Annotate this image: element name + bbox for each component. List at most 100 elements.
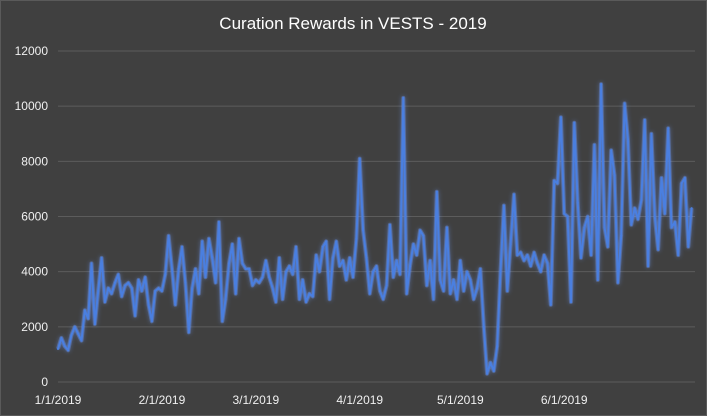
data-point [60, 336, 63, 339]
data-point [63, 345, 66, 348]
data-point [606, 245, 609, 248]
data-point [224, 298, 227, 301]
data-point [117, 273, 120, 276]
data-point [563, 212, 566, 215]
data-point [462, 289, 465, 293]
y-tick-label: 10000 [15, 99, 49, 113]
data-point [187, 331, 190, 334]
data-point [358, 157, 361, 160]
data-point [616, 281, 620, 284]
data-point [677, 254, 680, 257]
data-point [569, 300, 573, 304]
data-point [469, 278, 472, 281]
data-point [586, 215, 589, 218]
data-point [338, 265, 341, 268]
data-point [643, 118, 646, 122]
data-point [70, 334, 73, 337]
data-point [382, 298, 385, 301]
data-point [127, 281, 130, 284]
data-point [140, 289, 143, 293]
data-point [496, 345, 499, 348]
data-point [301, 278, 304, 281]
chart-title: Curation Rewards in VESTS - 2019 [219, 14, 486, 33]
data-point [154, 289, 157, 293]
data-point [278, 256, 281, 259]
data-point [385, 284, 388, 287]
data-point [264, 259, 267, 262]
data-point [482, 325, 485, 328]
data-point [147, 303, 150, 306]
data-point [375, 265, 378, 268]
data-point [425, 284, 428, 287]
data-point [124, 284, 127, 287]
data-point [435, 190, 438, 193]
data-point [455, 298, 459, 301]
data-point [251, 284, 254, 287]
data-point [516, 254, 519, 257]
y-tick-label: 8000 [21, 154, 48, 168]
data-point [365, 256, 368, 259]
data-point [83, 309, 86, 312]
data-point [281, 298, 284, 301]
data-point [489, 361, 492, 364]
data-point [271, 287, 274, 290]
data-point [600, 83, 603, 86]
data-point [177, 267, 180, 270]
x-tick-label: 3/1/2019 [232, 393, 279, 407]
data-point [217, 220, 220, 224]
y-tick-label: 2000 [21, 320, 48, 334]
data-point [660, 176, 663, 179]
data-point [579, 256, 583, 259]
data-point [408, 265, 412, 268]
y-tick-label: 0 [41, 375, 48, 389]
data-point [311, 295, 314, 298]
data-point [620, 234, 623, 237]
data-point [512, 193, 516, 196]
data-point [539, 270, 542, 273]
data-point [305, 300, 308, 304]
data-point [113, 281, 117, 284]
data-point [687, 245, 690, 248]
data-point [439, 278, 442, 281]
data-point [241, 262, 244, 265]
data-point [546, 262, 549, 265]
data-point [610, 149, 613, 152]
data-point [522, 259, 526, 262]
data-point [157, 287, 160, 290]
data-point [244, 267, 247, 270]
data-point [402, 96, 405, 99]
data-point [167, 234, 170, 237]
data-point [486, 372, 489, 375]
data-point [445, 226, 448, 229]
data-point [613, 174, 616, 177]
data-point [308, 292, 311, 295]
data-point [318, 270, 321, 273]
data-point [583, 226, 586, 229]
data-point [103, 300, 106, 304]
data-point [509, 243, 512, 246]
data-point [543, 254, 546, 257]
data-point [331, 256, 334, 259]
data-point [650, 132, 653, 135]
x-tick-label: 5/1/2019 [437, 393, 484, 407]
data-point [603, 226, 606, 229]
data-point [626, 138, 630, 141]
data-point [536, 262, 539, 265]
data-point [636, 218, 640, 221]
data-point [221, 320, 224, 323]
data-point [211, 256, 214, 259]
data-point [335, 240, 338, 243]
data-point [197, 292, 200, 295]
data-point [372, 270, 375, 273]
y-tick-label: 6000 [21, 210, 48, 224]
data-point [341, 259, 345, 262]
data-point [556, 182, 559, 185]
data-point [670, 226, 673, 229]
data-point [415, 254, 418, 257]
x-tick-label: 2/1/2019 [139, 393, 186, 407]
data-point [479, 267, 482, 270]
data-point [248, 267, 251, 270]
data-point [573, 121, 576, 124]
data-point [653, 215, 656, 218]
data-point [526, 254, 529, 257]
